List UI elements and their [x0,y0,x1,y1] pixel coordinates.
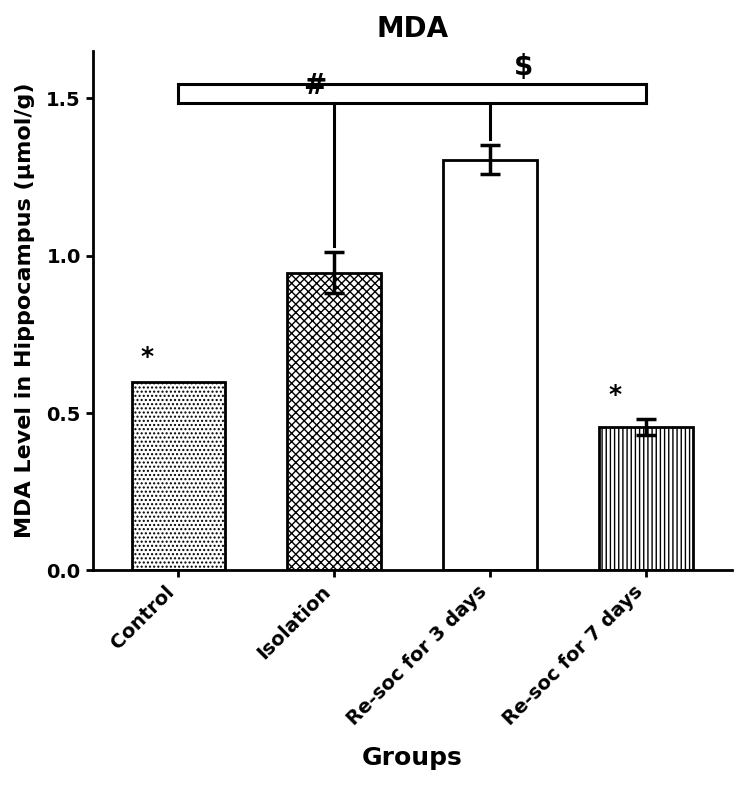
Bar [131,382,225,571]
Bar [288,273,381,571]
Text: #: # [303,71,326,100]
Bar [444,159,537,571]
X-axis label: Groups: Groups [362,746,462,770]
Title: MDA: MDA [376,15,448,43]
Text: *: * [140,345,154,369]
Text: $: $ [514,53,533,81]
Bar [599,427,693,571]
Y-axis label: MDA Level in Hippocampus (μmol/g): MDA Level in Hippocampus (μmol/g) [15,83,35,539]
Text: *: * [609,383,622,407]
